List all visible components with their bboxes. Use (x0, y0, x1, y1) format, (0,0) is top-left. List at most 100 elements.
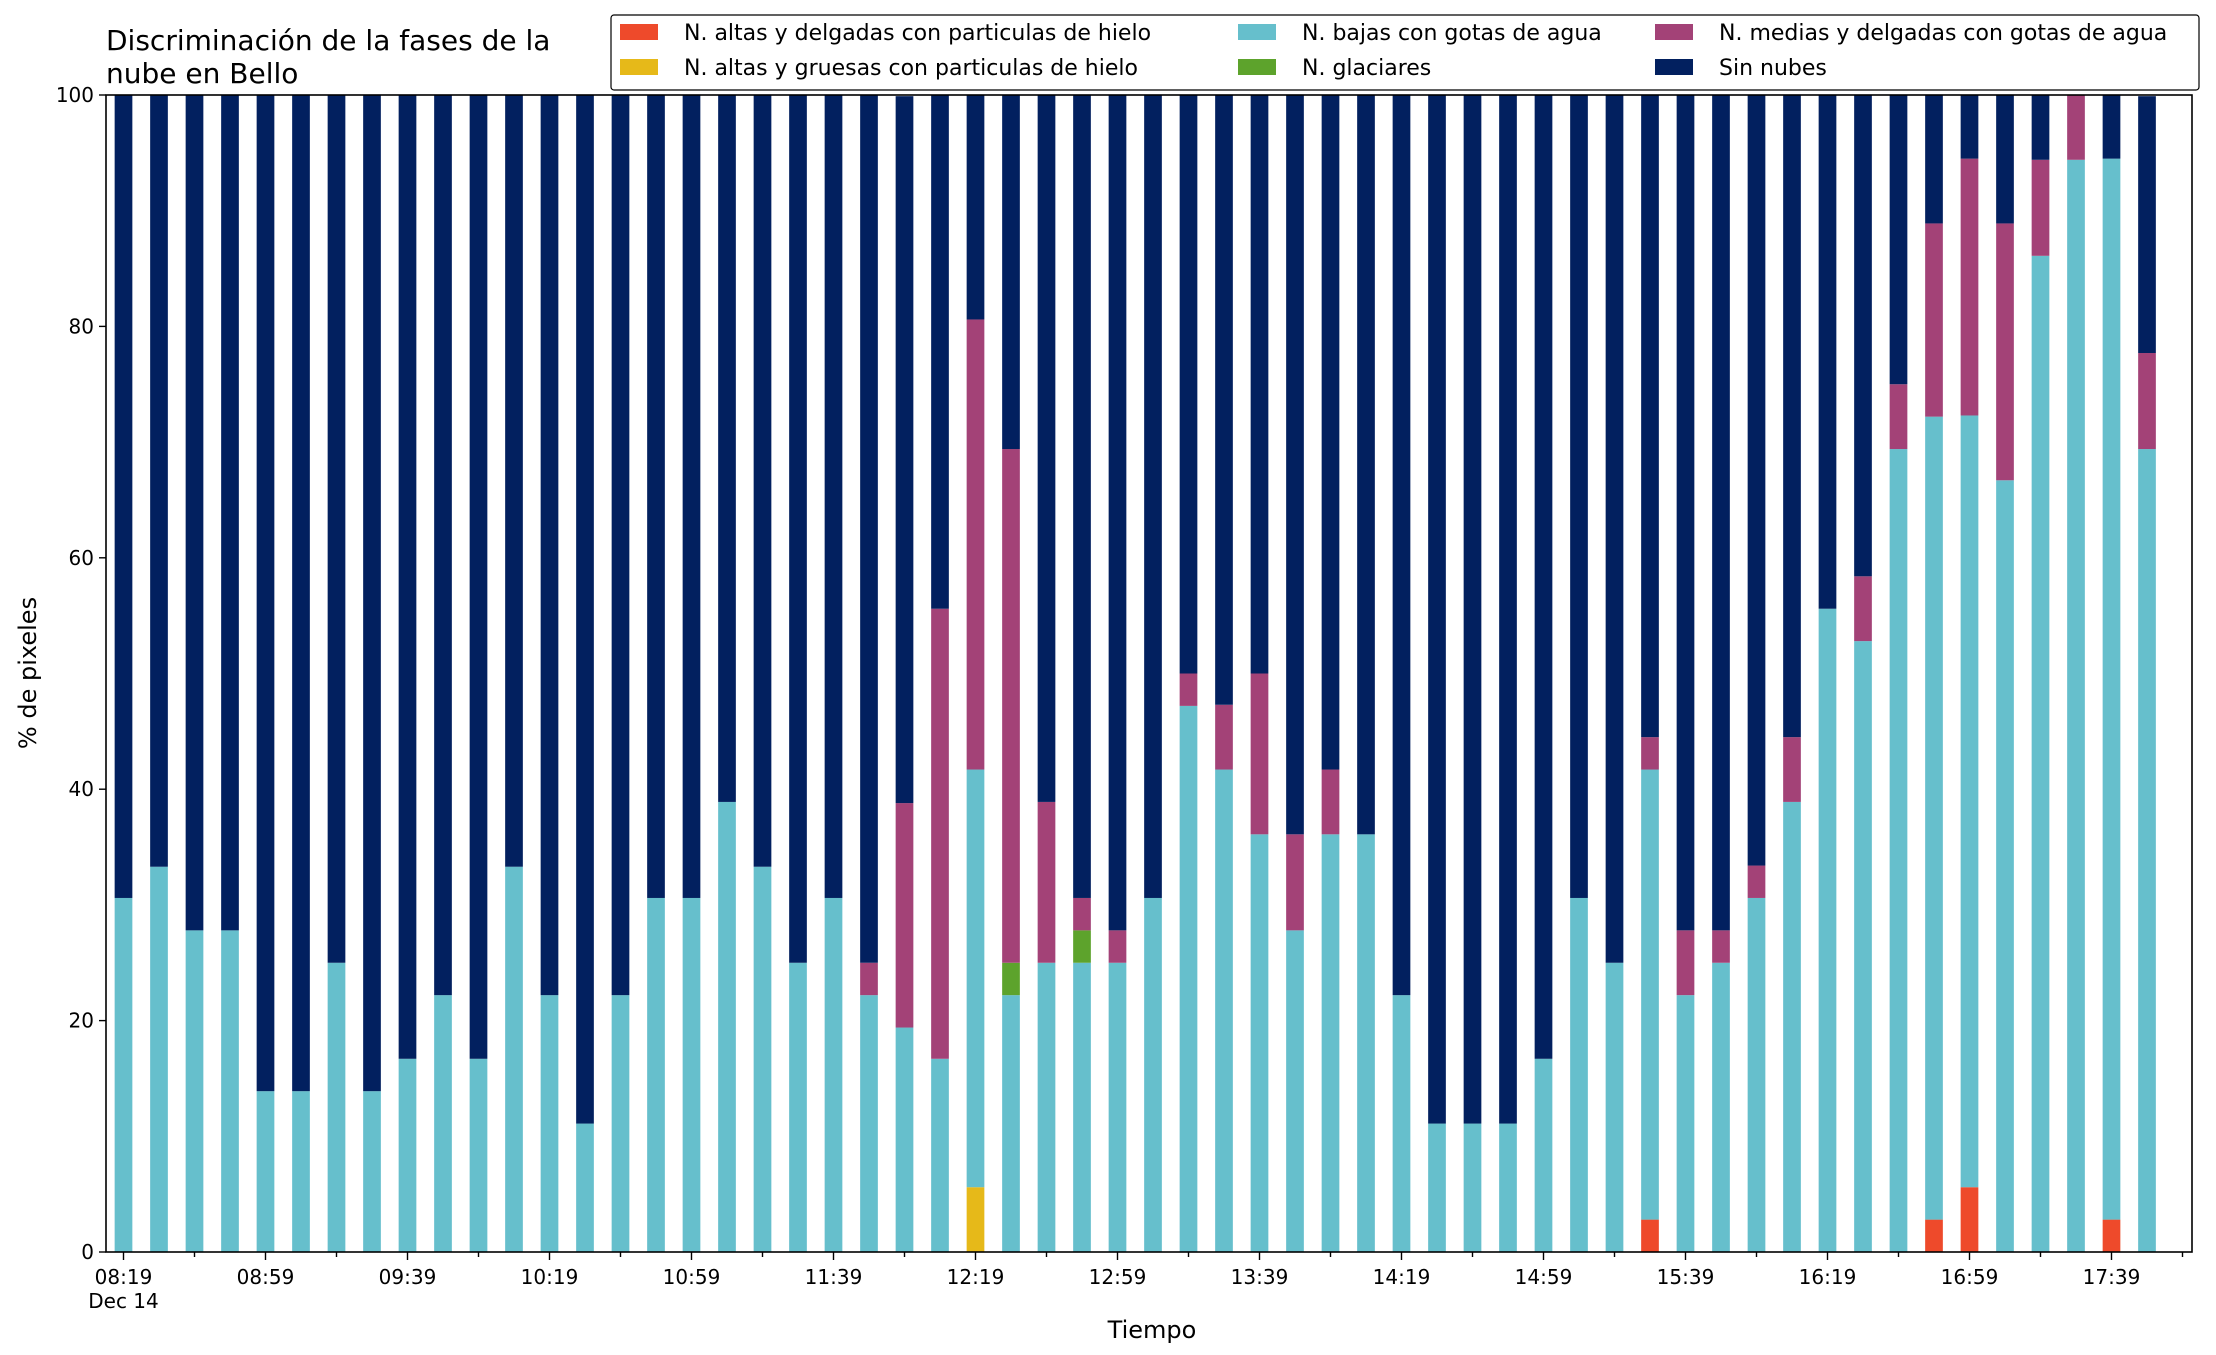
bar-segment-s5-53 (1996, 95, 2014, 224)
bar-segment-s2-36 (1392, 995, 1411, 1252)
bar-segment-s4-31 (1215, 704, 1233, 770)
bar-segment-s5-30 (1179, 95, 1198, 674)
bar-segment-s2-39 (1499, 1123, 1517, 1252)
bar-segment-s5-50 (1889, 95, 1908, 385)
bar-segment-s5-19 (789, 95, 807, 963)
x-tick-sublabel: Dec 14 (88, 1289, 159, 1313)
bar-segment-s5-8 (398, 95, 417, 1059)
bar-segment-s2-24 (966, 769, 985, 1188)
bar-segment-s2-44 (1676, 995, 1695, 1252)
bar-segment-s2-14 (611, 995, 630, 1252)
bar-segment-s2-31 (1215, 769, 1233, 1252)
bar-segment-s0-56 (2102, 1219, 2121, 1252)
x-tick-label: 17:39 (2083, 1265, 2141, 1289)
bar-segment-s0-43 (1641, 1219, 1659, 1252)
bar-segment-s2-40 (1534, 1058, 1553, 1252)
bar-segment-s5-40 (1534, 95, 1553, 1059)
bar-segment-s5-41 (1570, 95, 1588, 898)
bar-segment-s5-17 (718, 95, 736, 802)
bar-segment-s2-30 (1179, 705, 1198, 1252)
bar-segment-s5-32 (1250, 95, 1269, 674)
x-tick-label: 15:39 (1657, 1265, 1715, 1289)
bar-segment-s5-1 (150, 95, 168, 867)
legend-entry: N. altas y gruesas con particulas de hie… (684, 56, 1138, 81)
bar-segment-s2-50 (1889, 449, 1908, 1252)
bar-segment-s5-44 (1676, 95, 1695, 931)
bar-segment-s2-37 (1428, 1123, 1446, 1252)
bar-segment-s5-42 (1605, 95, 1624, 963)
bar-segment-s2-5 (292, 1091, 310, 1252)
bar-segment-s5-12 (540, 95, 559, 996)
y-tick-label: 20 (69, 1009, 94, 1033)
bar-segment-s0-52 (1960, 1187, 1979, 1252)
bar-segment-s5-3 (221, 95, 239, 931)
bar-segment-s5-20 (824, 95, 843, 898)
x-tick-label: 14:59 (1515, 1265, 1573, 1289)
bar-segment-s4-24 (966, 319, 985, 770)
bar-segment-s2-52 (1960, 415, 1979, 1188)
bar-segment-s3-27 (1073, 930, 1091, 963)
legend: N. altas y delgadas con particulas de hi… (610, 14, 2200, 91)
bar-segment-s4-23 (931, 608, 949, 1059)
y-tick-label: 100 (56, 83, 94, 107)
bar-segment-s2-41 (1570, 897, 1588, 1252)
x-tick-label: 10:19 (521, 1265, 579, 1289)
bar-segment-s5-23 (931, 95, 949, 609)
bar-segment-s5-49 (1854, 95, 1872, 577)
bar-segment-s2-49 (1854, 641, 1872, 1252)
bar-segment-s2-11 (505, 866, 523, 1252)
legend-swatch (1238, 24, 1276, 40)
bar-segment-s5-28 (1108, 95, 1127, 931)
bar-segment-s2-4 (256, 1091, 275, 1252)
bar-segment-s5-16 (682, 95, 701, 898)
bar-segment-s2-42 (1605, 962, 1624, 1252)
x-tick-label: 10:59 (663, 1265, 721, 1289)
bar-segment-s3-25 (1002, 962, 1020, 996)
bar-segment-s5-33 (1286, 95, 1304, 835)
bar-segment-s5-24 (966, 95, 985, 320)
bar-segment-s2-57 (2138, 449, 2156, 1252)
bar-segment-s5-21 (860, 95, 878, 963)
bar-segment-s4-32 (1250, 673, 1269, 835)
bar-segment-s4-22 (895, 803, 914, 1028)
bar-segment-s5-48 (1818, 95, 1837, 609)
bar-segment-s5-37 (1428, 95, 1446, 1124)
bar-segment-s5-36 (1392, 95, 1411, 996)
x-tick-label: 12:59 (1089, 1265, 1147, 1289)
bar-segment-s5-39 (1499, 95, 1517, 1124)
y-axis-label: % de pixeles (14, 597, 42, 749)
bar-segment-s2-55 (2067, 159, 2085, 1252)
bar-segment-s5-56 (2102, 95, 2121, 159)
bar-segment-s4-50 (1889, 384, 1908, 450)
bar-segment-s2-51 (1925, 416, 1943, 1220)
bar-segment-s2-0 (114, 897, 133, 1252)
bar-segment-s5-0 (114, 95, 133, 898)
bar-segment-s5-2 (185, 95, 204, 931)
bar-segment-s2-8 (398, 1058, 417, 1252)
y-tick-label: 80 (69, 314, 94, 338)
bar-segment-s5-57 (2138, 96, 2156, 354)
bar-segment-s2-2 (185, 930, 204, 1252)
bar-segment-s5-35 (1357, 95, 1375, 835)
legend-swatch (1655, 24, 1693, 40)
bar-segment-s4-45 (1712, 930, 1730, 963)
bar-segment-s5-18 (753, 95, 772, 867)
bar-segment-s5-25 (1002, 95, 1020, 450)
bar-segment-s5-15 (647, 95, 665, 898)
x-tick-label: 16:59 (1941, 1265, 1999, 1289)
bar-segment-s5-5 (292, 95, 310, 1092)
bar-segment-s2-48 (1818, 608, 1837, 1252)
bar-segment-s2-56 (2102, 158, 2121, 1220)
bar-segment-s4-25 (1002, 449, 1020, 963)
bar-segment-s5-13 (576, 95, 594, 1124)
bar-segment-s5-29 (1144, 95, 1162, 898)
bar-segment-s5-7 (363, 95, 381, 1092)
bar-segment-s4-21 (860, 962, 878, 996)
bar-segment-s4-33 (1286, 834, 1304, 931)
bar-segment-s2-23 (931, 1058, 949, 1252)
bar-segment-s4-47 (1783, 737, 1801, 802)
bar-segment-s2-7 (363, 1091, 381, 1252)
bar-segment-s2-20 (824, 897, 843, 1252)
legend-swatch (1655, 59, 1693, 75)
bar-segment-s4-53 (1996, 223, 2014, 481)
